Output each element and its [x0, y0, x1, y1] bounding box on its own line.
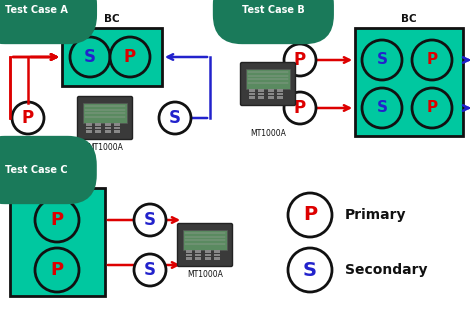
Text: Test Case C: Test Case C	[5, 165, 68, 175]
Text: S: S	[303, 261, 317, 279]
Bar	[86, 123, 92, 125]
Bar	[268, 93, 274, 95]
Text: P: P	[303, 205, 317, 225]
Bar	[268, 89, 274, 92]
Bar	[95, 130, 101, 132]
Bar	[355, 28, 463, 136]
Ellipse shape	[134, 204, 166, 236]
Bar	[205, 257, 211, 259]
Bar	[249, 96, 255, 99]
Ellipse shape	[284, 92, 316, 124]
Bar	[249, 93, 255, 95]
FancyBboxPatch shape	[177, 224, 233, 266]
Bar	[246, 69, 290, 89]
Bar	[83, 103, 127, 123]
Bar	[186, 254, 192, 256]
Bar	[195, 254, 201, 256]
Bar	[205, 250, 211, 253]
Text: P: P	[427, 53, 438, 68]
Ellipse shape	[110, 37, 150, 77]
Text: P: P	[294, 99, 306, 117]
Bar	[186, 250, 192, 253]
Bar	[249, 89, 255, 92]
Bar	[115, 123, 120, 125]
Ellipse shape	[159, 102, 191, 134]
Bar	[258, 89, 264, 92]
Bar	[277, 96, 283, 99]
Ellipse shape	[70, 37, 110, 77]
Bar	[105, 127, 111, 129]
Ellipse shape	[284, 44, 316, 76]
Ellipse shape	[288, 193, 332, 237]
Bar	[258, 96, 264, 99]
Bar	[186, 257, 192, 259]
Text: P: P	[124, 48, 136, 66]
Ellipse shape	[362, 88, 402, 128]
Bar	[277, 89, 283, 92]
Text: Test Case A: Test Case A	[5, 5, 68, 15]
Text: S: S	[144, 261, 156, 279]
Text: S: S	[84, 48, 96, 66]
Bar	[10, 188, 105, 296]
Bar	[115, 130, 120, 132]
Bar	[195, 250, 201, 253]
Ellipse shape	[35, 198, 79, 242]
Text: GMC: GMC	[44, 174, 71, 184]
Bar	[258, 93, 264, 95]
Bar	[105, 130, 111, 132]
FancyBboxPatch shape	[240, 63, 295, 106]
Ellipse shape	[288, 248, 332, 292]
Bar	[95, 127, 101, 129]
Bar	[105, 123, 111, 125]
Text: Test Case B: Test Case B	[242, 5, 305, 15]
Bar	[86, 127, 92, 129]
Ellipse shape	[362, 40, 402, 80]
Text: S: S	[376, 53, 388, 68]
Text: Secondary: Secondary	[345, 263, 428, 277]
Text: S: S	[376, 100, 388, 115]
Bar	[215, 250, 220, 253]
Bar	[277, 93, 283, 95]
Text: S: S	[144, 211, 156, 229]
Text: MT1000A: MT1000A	[250, 129, 286, 138]
Ellipse shape	[12, 102, 44, 134]
Text: P: P	[50, 261, 64, 279]
Bar	[86, 130, 92, 132]
Bar	[115, 127, 120, 129]
Text: BC: BC	[104, 14, 120, 24]
Bar	[195, 257, 201, 259]
Text: P: P	[294, 51, 306, 69]
Text: MT1000A: MT1000A	[87, 143, 123, 152]
Bar	[205, 254, 211, 256]
Ellipse shape	[35, 248, 79, 292]
Ellipse shape	[412, 88, 452, 128]
Text: MT1000A: MT1000A	[187, 270, 223, 279]
Ellipse shape	[412, 40, 452, 80]
FancyBboxPatch shape	[78, 97, 133, 139]
Bar	[215, 254, 220, 256]
Bar	[268, 96, 274, 99]
Text: Primary: Primary	[345, 208, 407, 222]
Text: P: P	[50, 211, 64, 229]
Bar	[95, 123, 101, 125]
Text: P: P	[427, 100, 438, 115]
Text: P: P	[22, 109, 34, 127]
Bar	[62, 28, 162, 86]
Text: BC: BC	[401, 14, 417, 24]
Ellipse shape	[134, 254, 166, 286]
Bar	[183, 230, 227, 250]
Bar	[215, 257, 220, 259]
Text: S: S	[169, 109, 181, 127]
